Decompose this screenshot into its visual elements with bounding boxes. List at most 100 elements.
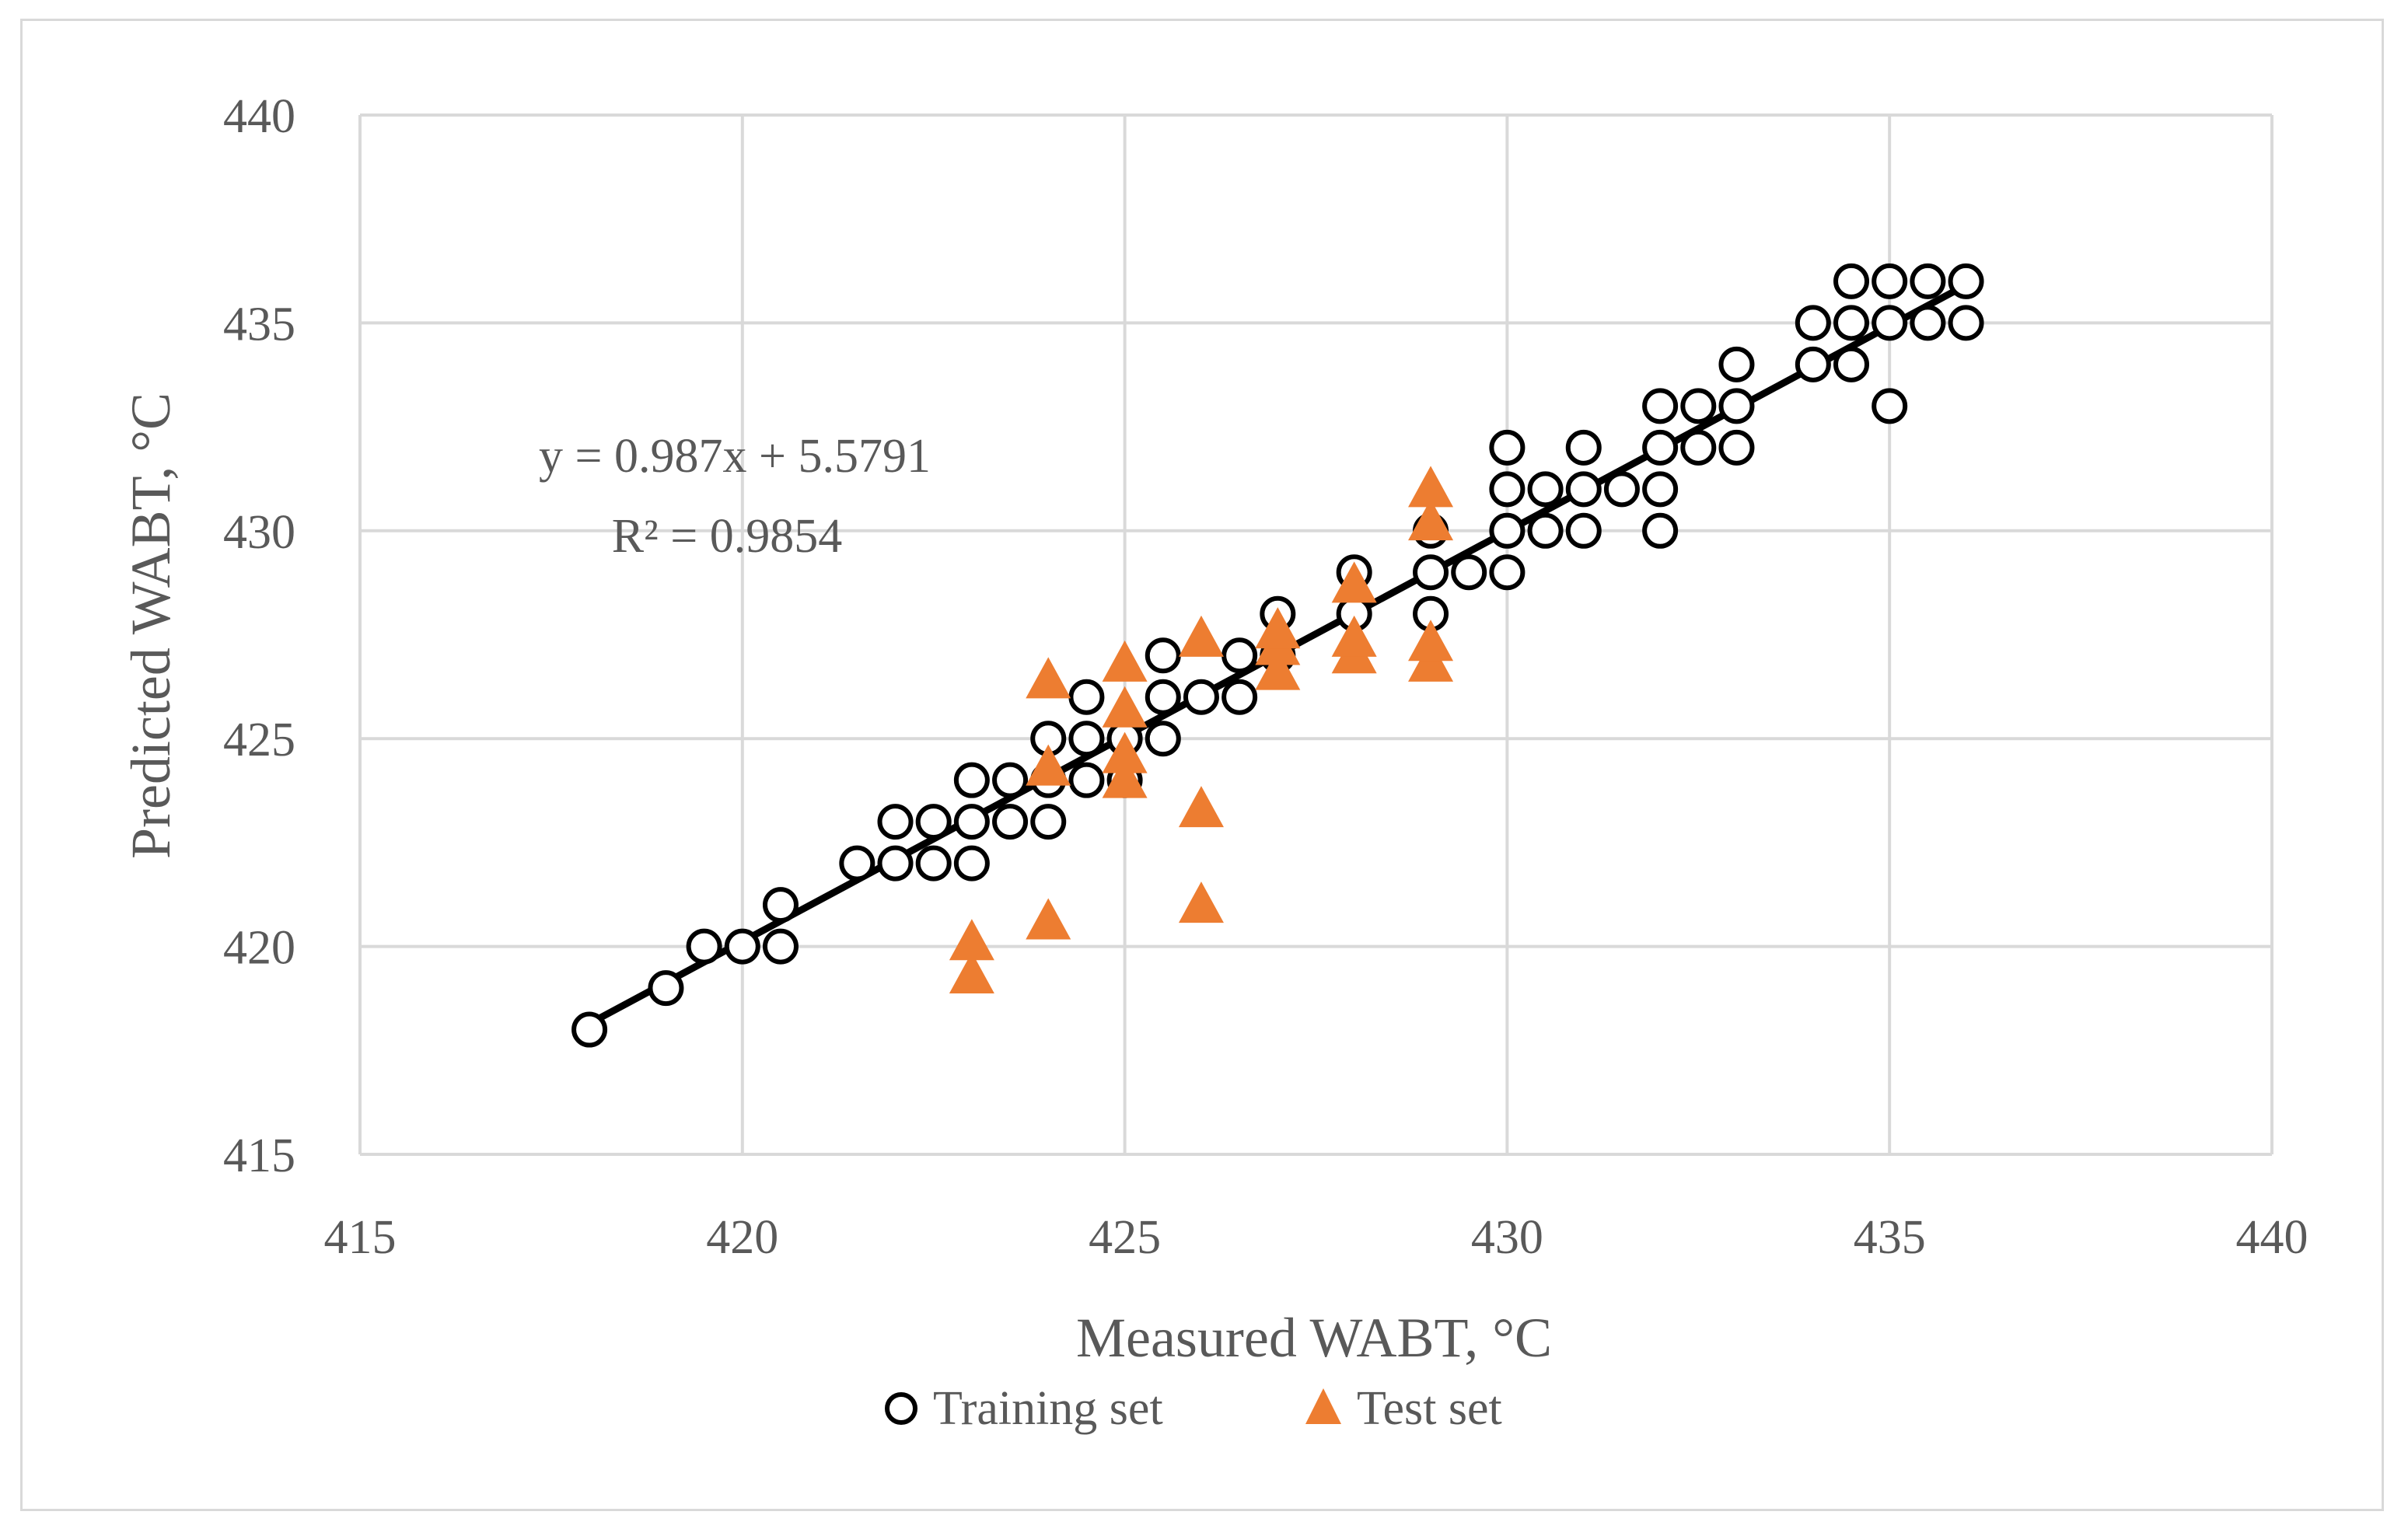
training-point bbox=[1795, 305, 1831, 341]
training-point bbox=[1030, 804, 1067, 840]
x-tick-label: 420 bbox=[706, 1211, 778, 1264]
training-point bbox=[1451, 554, 1487, 591]
test-point bbox=[1102, 640, 1148, 682]
test-point bbox=[1102, 686, 1148, 728]
test-point bbox=[1026, 898, 1071, 940]
training-point bbox=[1565, 429, 1602, 466]
training-point bbox=[1910, 263, 1946, 299]
training-point bbox=[1680, 388, 1717, 424]
training-point bbox=[953, 804, 990, 840]
test-point bbox=[1026, 657, 1071, 699]
test-point bbox=[1026, 744, 1071, 786]
test-point bbox=[1178, 786, 1224, 828]
training-point bbox=[1718, 388, 1755, 424]
r-squared-label: R² = 0.9854 bbox=[612, 510, 842, 563]
training-point bbox=[1183, 679, 1219, 715]
training-point bbox=[686, 928, 722, 965]
training-point bbox=[1948, 263, 1984, 299]
training-point bbox=[1642, 388, 1679, 424]
training-point bbox=[571, 1011, 608, 1048]
training-point bbox=[992, 804, 1029, 840]
legend: Training set Test set bbox=[885, 1382, 1502, 1435]
test-point bbox=[949, 952, 994, 994]
y-tick-label: 415 bbox=[223, 1129, 295, 1182]
training-point bbox=[1872, 263, 1908, 299]
training-point bbox=[1872, 388, 1908, 424]
training-point bbox=[1680, 429, 1717, 466]
training-point bbox=[915, 845, 952, 881]
training-point bbox=[1413, 554, 1449, 591]
test-point bbox=[1408, 620, 1454, 662]
training-point bbox=[1718, 429, 1755, 466]
y-tick-label: 425 bbox=[223, 714, 295, 766]
training-point bbox=[1565, 512, 1602, 549]
x-tick-label: 415 bbox=[324, 1211, 397, 1264]
test-point bbox=[1255, 607, 1301, 649]
training-point bbox=[915, 804, 952, 840]
training-point bbox=[1833, 346, 1870, 382]
test-point bbox=[1255, 648, 1301, 690]
training-point bbox=[1642, 429, 1679, 466]
test-point bbox=[1178, 881, 1224, 923]
training-point bbox=[953, 762, 990, 798]
training-point bbox=[1833, 263, 1870, 299]
test-points bbox=[949, 466, 1454, 994]
training-point bbox=[839, 845, 875, 881]
training-point bbox=[953, 845, 990, 881]
grid bbox=[358, 113, 2273, 1156]
training-point bbox=[1872, 305, 1908, 341]
training-point bbox=[1068, 679, 1105, 715]
training-point bbox=[1718, 346, 1755, 382]
chart-frame bbox=[20, 19, 2384, 1511]
training-point bbox=[1145, 679, 1181, 715]
training-point bbox=[1489, 554, 1526, 591]
test-point bbox=[1331, 615, 1377, 657]
y-tick-label: 440 bbox=[223, 90, 295, 143]
training-point bbox=[877, 845, 914, 881]
training-point bbox=[1145, 721, 1181, 757]
training-point bbox=[1910, 305, 1946, 341]
x-tick-label: 440 bbox=[2236, 1211, 2308, 1264]
legend-test-marker bbox=[1305, 1388, 1341, 1424]
test-point bbox=[1408, 466, 1454, 508]
training-point bbox=[762, 887, 799, 923]
training-point bbox=[1489, 471, 1526, 508]
training-point bbox=[1068, 721, 1105, 757]
test-point bbox=[1408, 640, 1454, 682]
training-point bbox=[1145, 637, 1181, 674]
y-tick-label: 435 bbox=[223, 298, 295, 351]
tick-labels: 415 420 425 430 435 440 415 420 425 430 435 440 bbox=[223, 90, 2308, 1264]
test-point bbox=[1102, 731, 1148, 773]
training-point bbox=[1833, 305, 1870, 341]
training-point bbox=[1642, 512, 1679, 549]
training-point bbox=[1642, 471, 1679, 508]
test-point bbox=[1331, 561, 1377, 603]
training-point bbox=[1527, 512, 1564, 549]
training-point bbox=[1489, 512, 1526, 549]
y-tick-label: 430 bbox=[223, 506, 295, 559]
training-point bbox=[724, 928, 760, 965]
training-point bbox=[1795, 346, 1831, 382]
training-point bbox=[1948, 305, 1984, 341]
training-point bbox=[1221, 637, 1258, 674]
training-point bbox=[762, 928, 799, 965]
x-tick-label: 435 bbox=[1854, 1211, 1926, 1264]
training-point bbox=[992, 762, 1029, 798]
training-point bbox=[648, 970, 684, 1007]
x-axis-title: Measured WABT, °C bbox=[1076, 1307, 1552, 1369]
training-point bbox=[1603, 471, 1640, 508]
training-point bbox=[1068, 762, 1105, 798]
y-tick-label: 420 bbox=[223, 922, 295, 975]
training-point bbox=[1565, 471, 1602, 508]
legend-training-label: Training set bbox=[933, 1382, 1163, 1435]
test-point bbox=[1408, 499, 1454, 541]
legend-training-marker bbox=[885, 1392, 917, 1425]
test-point bbox=[949, 919, 994, 961]
training-point bbox=[1489, 429, 1526, 466]
training-point bbox=[1527, 471, 1564, 508]
training-point bbox=[1221, 679, 1258, 715]
y-axis-title: Predicted WABT, °C bbox=[120, 393, 182, 859]
x-tick-label: 425 bbox=[1089, 1211, 1161, 1264]
test-point bbox=[1102, 756, 1148, 798]
